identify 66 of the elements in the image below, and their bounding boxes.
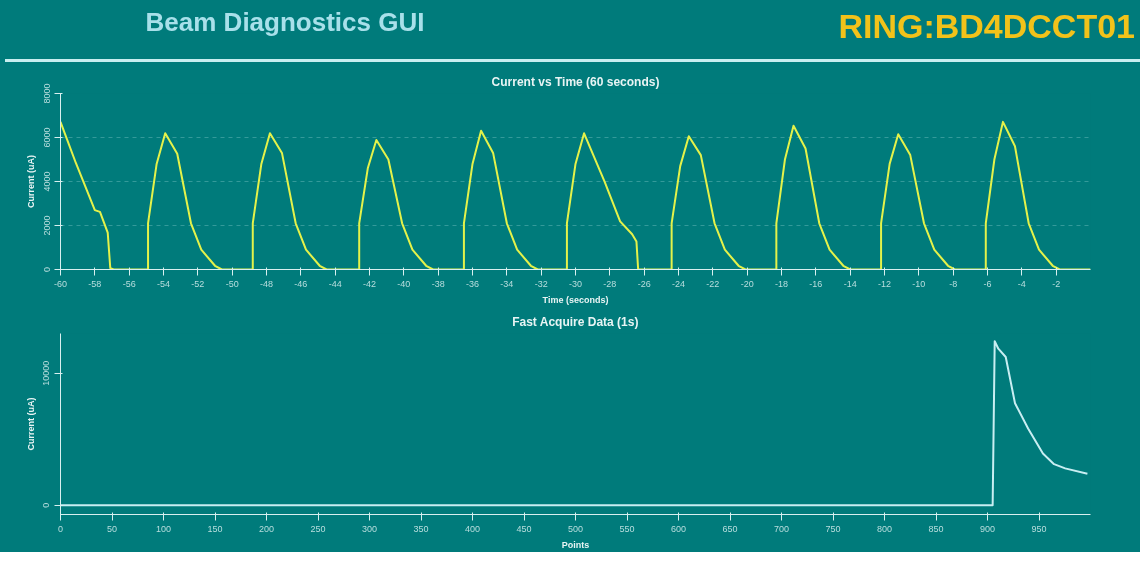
x-tick-label: 500 (567, 523, 584, 534)
y-axis-title: Current (uA) (25, 155, 36, 208)
x-tick-label: 100 (155, 523, 172, 534)
text: RING:BD4DCCT01 (838, 7, 1135, 45)
x-tick-label: -56 (122, 278, 136, 289)
x-tick-label: -32 (534, 278, 548, 289)
x-tick-label: 600 (670, 523, 687, 534)
x-tick-label: -48 (260, 278, 274, 289)
x-tick-label: -10 (912, 278, 926, 289)
x-tick-label: -46 (294, 278, 308, 289)
x-tick-label: 550 (619, 523, 635, 534)
x-tick-label: 350 (413, 523, 429, 534)
x-tick-label: -54 (157, 278, 171, 289)
x-tick-label: -20 (740, 278, 754, 289)
x-tick-label: -44 (328, 278, 342, 289)
x-tick-label: -38 (431, 278, 445, 289)
y-tick-label: 10000 (41, 360, 52, 386)
x-tick-label: -40 (397, 278, 411, 289)
chart-title: Current vs Time (60 seconds) (491, 74, 660, 89)
x-tick-label: -36 (466, 278, 480, 289)
x-tick-label: -52 (191, 278, 205, 289)
x-tick-label: 950 (1031, 523, 1047, 534)
x-tick-label: -16 (809, 278, 823, 289)
x-tick-label: 0 (58, 523, 64, 534)
x-tick-label: -8 (949, 278, 958, 289)
x-tick-label: -4 (1017, 278, 1026, 289)
x-tick-label: 900 (979, 523, 996, 534)
x-tick-label: 200 (258, 523, 275, 534)
y-axis-title: Current (uA) (25, 397, 36, 451)
line-series (60, 340, 1089, 507)
y-tick-label: 0 (41, 266, 52, 272)
x-tick-label: -34 (500, 278, 514, 289)
x-tick-label: -22 (706, 278, 720, 289)
x-tick-label: -2 (1052, 278, 1061, 289)
y-tick-label: 4000 (41, 171, 52, 192)
x-tick-label: 700 (773, 523, 790, 534)
x-tick-label: -50 (225, 278, 239, 289)
x-tick-label: 250 (310, 523, 326, 534)
x-tick-label: -26 (637, 278, 651, 289)
x-tick-label: 800 (876, 523, 893, 534)
x-tick-label: 650 (722, 523, 738, 534)
x-tick-label: -42 (363, 278, 377, 289)
x-axis-title: Time (seconds) (542, 294, 609, 305)
x-tick-label: -18 (775, 278, 789, 289)
x-tick-label: -14 (843, 278, 857, 289)
y-tick-label: 6000 (41, 127, 52, 148)
x-tick-label: -30 (569, 278, 583, 289)
x-tick-label: 50 (106, 523, 118, 534)
x-axis-title: Points (561, 539, 590, 550)
text: Beam Diagnostics GUI (145, 7, 425, 37)
x-tick-label: 400 (464, 523, 481, 534)
x-tick-label: -12 (878, 278, 892, 289)
x-tick-label: 750 (825, 523, 841, 534)
x-tick-label: -58 (88, 278, 102, 289)
y-tick-label: 0 (41, 502, 52, 508)
x-tick-label: 150 (207, 523, 223, 534)
x-tick-label: 300 (361, 523, 378, 534)
x-tick-label: -60 (54, 278, 68, 289)
x-tick-label: 850 (928, 523, 944, 534)
chart-title: Fast Acquire Data (1s) (512, 314, 639, 329)
x-tick-label: -28 (603, 278, 617, 289)
y-tick-label: 2000 (41, 215, 52, 236)
x-tick-label: 450 (516, 523, 532, 534)
y-tick-label: 8000 (41, 83, 52, 104)
x-tick-label: -6 (983, 278, 992, 289)
x-tick-label: -24 (672, 278, 686, 289)
